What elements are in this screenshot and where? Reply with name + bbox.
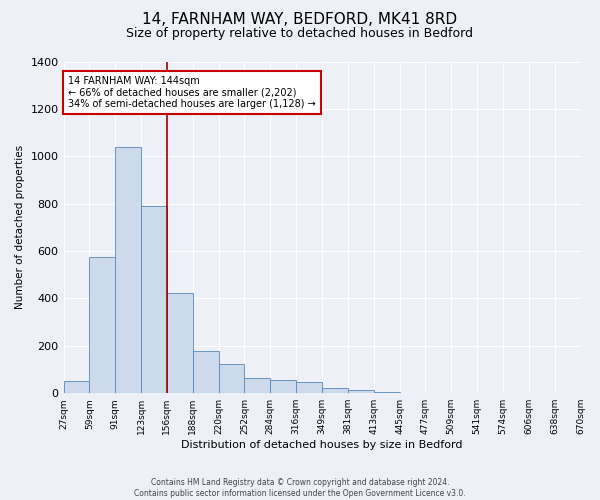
Bar	[115, 147, 141, 393]
Text: 14, FARNHAM WAY, BEDFORD, MK41 8RD: 14, FARNHAM WAY, BEDFORD, MK41 8RD	[142, 12, 458, 28]
Bar	[218, 364, 244, 393]
Text: Size of property relative to detached houses in Bedford: Size of property relative to detached ho…	[127, 28, 473, 40]
X-axis label: Distribution of detached houses by size in Bedford: Distribution of detached houses by size …	[181, 440, 463, 450]
Bar	[141, 206, 167, 393]
Bar	[296, 382, 322, 393]
Y-axis label: Number of detached properties: Number of detached properties	[15, 146, 25, 310]
Bar	[64, 382, 89, 393]
Bar	[271, 380, 296, 393]
Text: Contains HM Land Registry data © Crown copyright and database right 2024.
Contai: Contains HM Land Registry data © Crown c…	[134, 478, 466, 498]
Bar	[193, 351, 218, 393]
Bar	[322, 388, 348, 393]
Bar	[244, 378, 271, 393]
Bar	[348, 390, 374, 393]
Text: 14 FARNHAM WAY: 144sqm
← 66% of detached houses are smaller (2,202)
34% of semi-: 14 FARNHAM WAY: 144sqm ← 66% of detached…	[68, 76, 316, 109]
Bar	[374, 392, 400, 393]
Bar	[167, 292, 193, 393]
Bar	[89, 257, 115, 393]
